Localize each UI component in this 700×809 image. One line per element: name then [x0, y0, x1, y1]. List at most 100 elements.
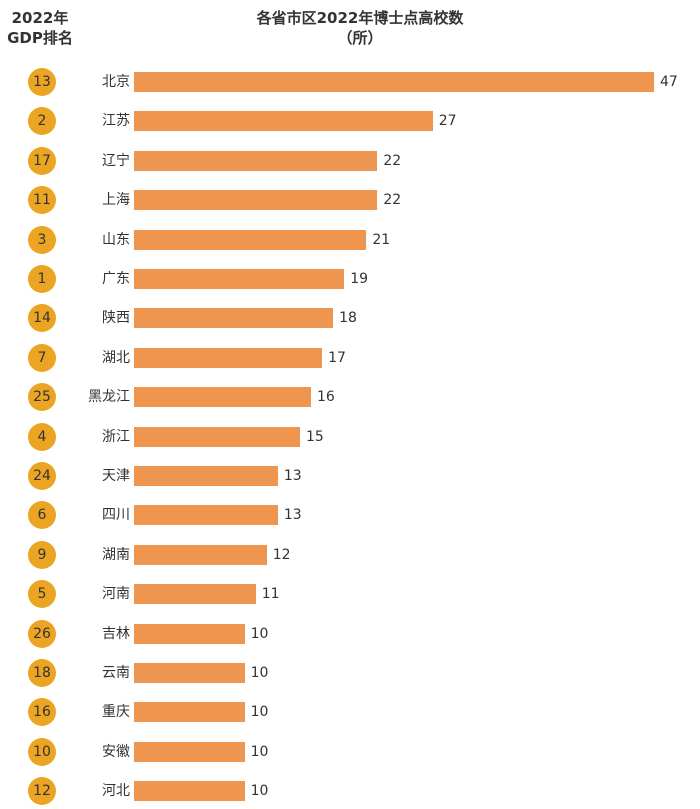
bar-row: 18 云南 10: [0, 658, 700, 688]
gdp-rank-badge: 14: [28, 304, 56, 333]
gdp-rank-badge: 7: [28, 343, 56, 372]
bar: [134, 505, 278, 526]
gdp-rank-badge: 25: [28, 383, 56, 412]
category-label: 湖南: [102, 546, 130, 563]
bar: [134, 72, 654, 92]
data-label: 16: [317, 389, 335, 406]
gdp-rank-badge: 11: [28, 186, 56, 215]
category-label: 河南: [102, 586, 130, 603]
category-label: 辽宁: [102, 152, 130, 169]
data-label: 10: [250, 625, 269, 642]
gdp-rank-badge: 4: [28, 422, 56, 451]
bar-row: 4 浙江 15: [0, 422, 700, 452]
data-label: 17: [328, 349, 346, 366]
gdp-rank-badge: 3: [28, 225, 56, 254]
data-label: 10: [250, 704, 269, 721]
data-label: 12: [272, 546, 291, 563]
bar: [134, 781, 245, 802]
gdp-rank-badge: 17: [28, 146, 56, 175]
gdp-rank-badge: 9: [28, 540, 56, 569]
category-label: 陕西: [102, 310, 130, 327]
gdp-rank-badge: 24: [28, 462, 56, 490]
data-label: 11: [261, 586, 280, 603]
data-label: 21: [372, 231, 391, 248]
bar: [134, 308, 334, 329]
category-label: 江苏: [102, 113, 130, 130]
bar-row: 3 山东 21: [0, 225, 700, 255]
bar: [134, 111, 433, 132]
data-label: 18: [339, 310, 357, 327]
data-label: 10: [250, 743, 269, 760]
data-label: 27: [438, 113, 457, 130]
bar-row: 14 陕西 18: [0, 303, 700, 333]
bar-row: 25 黑龙江 16: [0, 382, 700, 412]
category-label: 广东: [102, 271, 130, 287]
bar: [134, 229, 367, 250]
bar-row: 13 北京 47: [0, 67, 700, 97]
bar-row: 5 河南 11: [0, 579, 700, 609]
gdp-rank-badge: 18: [28, 659, 56, 687]
data-label: 47: [660, 74, 678, 90]
bar: [134, 387, 312, 408]
gdp-rank-badge: 16: [28, 698, 56, 727]
bar-row: 2 江苏 27: [0, 106, 700, 136]
data-label: 10: [250, 665, 269, 681]
category-label: 黑龙江: [88, 389, 130, 406]
gdp-rank-badge: 5: [28, 580, 56, 609]
data-label: 22: [383, 152, 402, 169]
category-label: 河北: [102, 783, 130, 800]
gdp-rank-badge: 1: [28, 265, 56, 293]
category-label: 天津: [102, 468, 130, 484]
bar: [134, 663, 245, 683]
chart-subtitle: （所）: [337, 29, 383, 47]
data-label: 15: [305, 428, 324, 445]
bar-row: 26 吉林 10: [0, 619, 700, 649]
bar: [134, 623, 245, 644]
category-label: 湖北: [102, 349, 130, 366]
category-label: 云南: [102, 665, 130, 681]
category-label: 山东: [102, 231, 130, 248]
gdp-rank-badge: 2: [28, 107, 56, 136]
gdp-rank-badge: 6: [28, 501, 56, 530]
bar: [134, 741, 245, 762]
data-label: 13: [283, 507, 302, 524]
chart-title-text: 各省市区2022年博士点高校数: [256, 9, 464, 27]
bar-row: 1 广东 19: [0, 264, 700, 294]
bar-row: 12 河北 10: [0, 776, 700, 806]
gdp-rank-badge: 26: [28, 619, 56, 648]
category-label: 北京: [102, 74, 130, 90]
chart-title: 各省市区2022年博士点高校数 （所）: [180, 8, 540, 48]
bar-row: 9 湖南 12: [0, 540, 700, 570]
gdp-rank-badge: 10: [28, 737, 56, 766]
data-label: 13: [283, 468, 302, 484]
category-label: 安徽: [102, 743, 130, 760]
gdp-rank-badge: 13: [28, 68, 56, 96]
bar-row: 7 湖北 17: [0, 343, 700, 373]
data-label: 10: [250, 783, 269, 800]
category-label: 上海: [102, 192, 130, 209]
data-label: 22: [383, 192, 402, 209]
category-label: 吉林: [102, 625, 130, 642]
gdp-rank-badge: 12: [28, 777, 56, 806]
bar: [134, 426, 300, 447]
bar: [134, 190, 378, 211]
bar: [134, 269, 345, 289]
rank-header: 2022年 GDP排名: [0, 8, 80, 48]
bar-row: 6 四川 13: [0, 500, 700, 530]
bar: [134, 702, 245, 723]
bar-row: 11 上海 22: [0, 185, 700, 215]
bar: [134, 544, 267, 565]
category-label: 重庆: [102, 704, 130, 721]
rank-header-line2: GDP排名: [7, 29, 73, 47]
category-label: 浙江: [102, 428, 130, 445]
bar-row: 16 重庆 10: [0, 697, 700, 727]
bar: [134, 466, 278, 486]
bar: [134, 584, 256, 605]
rank-header-line1: 2022年: [11, 9, 69, 27]
data-label: 19: [350, 271, 369, 287]
bar: [134, 150, 378, 171]
category-label: 四川: [102, 507, 130, 524]
bar: [134, 347, 323, 368]
bar-row: 10 安徽 10: [0, 737, 700, 767]
bar-row: 17 辽宁 22: [0, 146, 700, 176]
